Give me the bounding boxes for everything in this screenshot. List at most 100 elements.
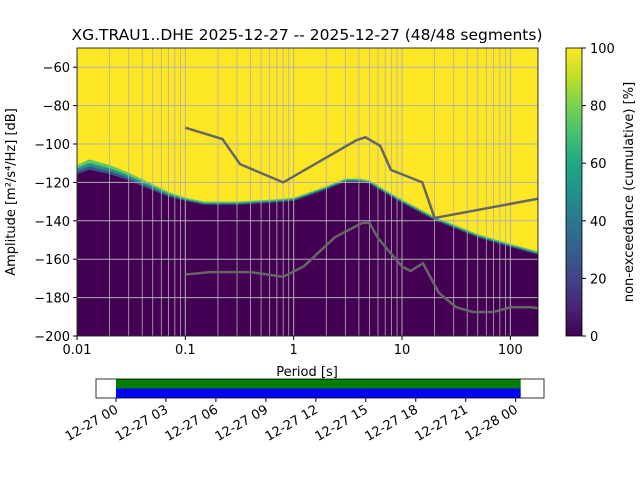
- heatmap-cell: [537, 254, 538, 256]
- heatmap-cell: [349, 179, 352, 181]
- heatmap-cell: [251, 203, 254, 205]
- heatmap-cell: [199, 200, 202, 202]
- heatmap-cell: [501, 241, 504, 243]
- heatmap-cell: [505, 245, 508, 247]
- heatmap-cell: [155, 191, 158, 194]
- heatmap-cell: [387, 192, 390, 194]
- heatmap-cell: [295, 196, 298, 199]
- heatmap-column: [91, 173, 94, 336]
- heatmap-cell: [153, 188, 156, 191]
- heatmap-cell: [429, 215, 432, 217]
- heatmap-cell: [145, 187, 148, 190]
- heatmap-cell: [247, 202, 250, 205]
- heatmap-cell: [391, 196, 394, 199]
- heatmap-cell: [89, 166, 92, 170]
- heatmap-cell: [227, 204, 230, 206]
- heatmap-cell: [507, 245, 510, 247]
- heatmap-column: [195, 203, 198, 336]
- heatmap-cell: [283, 199, 286, 201]
- heatmap-cell: [417, 208, 420, 210]
- heatmap-cell: [253, 200, 256, 202]
- heatmap-cell: [261, 202, 264, 204]
- heatmap-cell: [203, 204, 206, 206]
- heatmap-cell: [473, 233, 476, 235]
- heatmap-column: [231, 205, 234, 336]
- heatmap-cell: [535, 251, 538, 254]
- heatmap-cell: [173, 193, 176, 196]
- heatmap-cell: [105, 172, 108, 177]
- heatmap-cell: [309, 194, 312, 197]
- heatmap-cell: [85, 167, 88, 171]
- heatmap-cell: [533, 253, 536, 255]
- y-tick-label: −100: [34, 138, 70, 153]
- heatmap-cell: [529, 251, 532, 253]
- heatmap-cell: [115, 170, 118, 174]
- timeline-coverage-bar: [115, 388, 521, 398]
- heatmap-cell: [407, 202, 410, 205]
- heatmap-cell: [517, 247, 520, 250]
- heatmap-cell: [441, 222, 444, 225]
- heatmap-cell: [195, 201, 198, 204]
- heatmap-cell: [483, 236, 486, 238]
- heatmap-column: [385, 194, 388, 336]
- heatmap-cell: [263, 200, 266, 202]
- heatmap-cell: [185, 197, 188, 200]
- heatmap-cell: [183, 197, 186, 199]
- heatmap-cell: [225, 201, 228, 203]
- heatmap-column: [437, 222, 440, 336]
- colorbar-ticks: 0 20 40 60 80 100: [582, 42, 615, 345]
- heatmap-cell: [291, 197, 294, 200]
- heatmap-cell: [195, 200, 198, 203]
- heatmap-cell: [237, 202, 240, 204]
- heatmap-cell: [187, 201, 190, 203]
- heatmap-cell: [315, 192, 318, 195]
- heatmap-cell: [305, 193, 308, 195]
- heatmap-cell: [393, 197, 396, 199]
- heatmap-cell: [281, 200, 284, 202]
- heatmap-cell: [99, 171, 102, 176]
- heatmap-column: [277, 202, 280, 336]
- heatmap-cell: [153, 190, 156, 193]
- heatmap-cell: [359, 180, 362, 182]
- heatmap-cell: [257, 201, 260, 203]
- timeline-tick-label: 12-27 18: [363, 402, 421, 444]
- heatmap-column: [197, 204, 200, 336]
- heatmap-cell: [413, 206, 416, 209]
- heatmap-column: [85, 173, 88, 336]
- heatmap-column: [533, 254, 536, 336]
- heatmap-cell: [225, 202, 228, 204]
- heatmap-cell: [537, 253, 538, 255]
- heatmap-cell: [257, 202, 260, 204]
- heatmap-cell: [425, 213, 428, 215]
- heatmap-cell: [259, 200, 262, 202]
- heatmap-cell: [471, 231, 474, 234]
- heatmap-cell: [411, 205, 414, 208]
- heatmap-cell: [275, 202, 278, 204]
- heatmap-column: [159, 194, 162, 336]
- heatmap-cell: [87, 166, 90, 171]
- heatmap-cell: [467, 230, 470, 232]
- heatmap-column: [97, 174, 100, 336]
- heatmap-cell: [243, 204, 246, 206]
- heatmap-cell: [163, 191, 166, 194]
- heatmap-cell: [263, 200, 266, 203]
- heatmap-cell: [251, 200, 254, 202]
- heatmap-cell: [431, 216, 434, 218]
- heatmap-cell: [319, 188, 322, 190]
- heatmap-column: [167, 197, 170, 336]
- heatmap-cell: [439, 221, 442, 223]
- heatmap-column: [369, 184, 372, 336]
- heatmap-cell: [399, 200, 402, 202]
- heatmap-cell: [479, 235, 482, 238]
- heatmap-cell: [439, 221, 442, 224]
- heatmap-cell: [273, 199, 276, 201]
- heatmap-cell: [455, 225, 458, 227]
- heatmap-cell: [449, 226, 452, 228]
- heatmap-cell: [393, 197, 396, 200]
- heatmap-cell: [413, 207, 416, 210]
- heatmap-column: [535, 254, 538, 336]
- heatmap-cell: [339, 182, 342, 184]
- heatmap-column: [133, 184, 136, 336]
- heatmap-cell: [373, 186, 376, 188]
- heatmap-cell: [347, 179, 350, 181]
